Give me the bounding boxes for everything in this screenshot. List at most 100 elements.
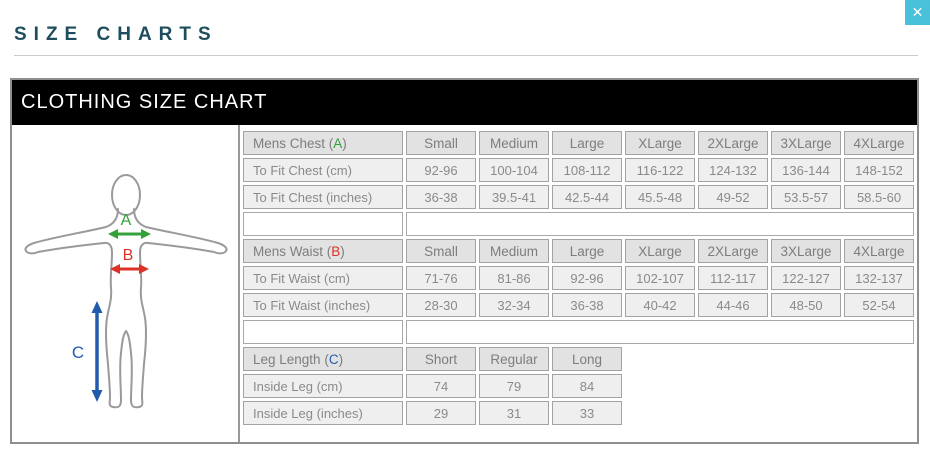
column-header-cell: Long <box>552 347 622 371</box>
section-title-cell: Mens Waist (B) <box>243 239 403 263</box>
row-label-cell: Inside Leg (inches) <box>243 401 403 425</box>
table-row-leg-inches: Inside Leg (inches) 29 31 33 <box>243 401 914 425</box>
column-header-cell: Medium <box>479 239 549 263</box>
section-letter-c: C <box>328 351 339 367</box>
value-cell: 32-34 <box>479 293 549 317</box>
value-cell: 40-42 <box>625 293 695 317</box>
value-cell: 49-52 <box>698 185 768 209</box>
value-cell: 108-112 <box>552 158 622 182</box>
value-cell: 112-117 <box>698 266 768 290</box>
section-title-cell: Mens Chest (A) <box>243 131 403 155</box>
clothing-size-chart-panel: CLOTHING SIZE CHART A B <box>10 78 919 444</box>
value-cell: 148-152 <box>844 158 914 182</box>
value-cell: 84 <box>552 374 622 398</box>
column-header-cell: 4XLarge <box>844 131 914 155</box>
leg-arrow-head-top <box>91 301 103 313</box>
spacer-cell <box>243 212 403 236</box>
value-cell: 132-137 <box>844 266 914 290</box>
close-icon: ✕ <box>911 4 924 20</box>
value-cell: 44-46 <box>698 293 768 317</box>
section-letter-b: B <box>331 243 341 259</box>
value-cell: 71-76 <box>406 266 476 290</box>
section-title-text: Mens Waist ( <box>253 243 332 259</box>
column-header-cell: 3XLarge <box>771 131 841 155</box>
body-measurement-diagram: A B C <box>12 125 240 442</box>
value-cell: 116-122 <box>625 158 695 182</box>
leg-arrow-head-bottom <box>91 390 103 402</box>
value-cell: 58.5-60 <box>844 185 914 209</box>
value-cell: 124-132 <box>698 158 768 182</box>
value-cell: 31 <box>479 401 549 425</box>
body-diagram-svg: A B C <box>24 174 228 409</box>
row-label-cell: To Fit Waist (cm) <box>243 266 403 290</box>
page-title: SIZE CHARTS <box>14 23 218 45</box>
body-outline <box>24 208 228 409</box>
table-row-chest-inches: To Fit Chest (inches) 36-38 39.5-41 42.5… <box>243 185 914 209</box>
row-label-cell: To Fit Chest (cm) <box>243 158 403 182</box>
section-title-suffix: ) <box>342 135 347 151</box>
value-cell: 48-50 <box>771 293 841 317</box>
table-header-row-waist: Mens Waist (B) Small Medium Large XLarge… <box>243 239 914 263</box>
value-cell: 92-96 <box>552 266 622 290</box>
column-header-cell: 3XLarge <box>771 239 841 263</box>
value-cell: 36-38 <box>552 293 622 317</box>
spacer-cell <box>406 212 914 236</box>
spacer-cell <box>243 320 403 344</box>
column-header-cell: Large <box>552 131 622 155</box>
section-letter-a: A <box>333 135 343 151</box>
table-row-leg-cm: Inside Leg (cm) 74 79 84 <box>243 374 914 398</box>
table-spacer-row <box>243 320 914 344</box>
column-header-cell: Small <box>406 239 476 263</box>
value-cell: 42.5-44 <box>552 185 622 209</box>
section-title-suffix: ) <box>340 243 345 259</box>
chest-arrow-head-left <box>108 229 118 239</box>
column-header-cell: 2XLarge <box>698 239 768 263</box>
value-cell: 39.5-41 <box>479 185 549 209</box>
marker-a-label: A <box>121 212 132 229</box>
table-header-row-leg: Leg Length (C) Short Regular Long <box>243 347 914 371</box>
waist-arrow-b: B <box>110 247 149 274</box>
row-label-cell: To Fit Waist (inches) <box>243 293 403 317</box>
waist-arrow-head-left <box>110 264 120 274</box>
column-header-cell: Large <box>552 239 622 263</box>
column-header-cell: XLarge <box>625 239 695 263</box>
value-cell: 29 <box>406 401 476 425</box>
column-header-cell: Regular <box>479 347 549 371</box>
section-title-text: Mens Chest ( <box>253 135 334 151</box>
waist-arrow-head-right <box>139 264 149 274</box>
leg-arrow-c: C <box>72 301 103 402</box>
value-cell: 102-107 <box>625 266 695 290</box>
value-cell: 36-38 <box>406 185 476 209</box>
row-label-cell: To Fit Chest (inches) <box>243 185 403 209</box>
spacer-cell <box>406 320 914 344</box>
column-header-cell: 4XLarge <box>844 239 914 263</box>
row-label-cell: Inside Leg (cm) <box>243 374 403 398</box>
title-divider <box>14 55 918 56</box>
table-row-waist-cm: To Fit Waist (cm) 71-76 81-86 92-96 102-… <box>243 266 914 290</box>
section-title-text: Leg Length ( <box>253 351 329 367</box>
chart-banner: CLOTHING SIZE CHART <box>12 80 917 125</box>
column-header-cell: Medium <box>479 131 549 155</box>
value-cell: 79 <box>479 374 549 398</box>
marker-c-label: C <box>72 343 84 362</box>
value-cell: 53.5-57 <box>771 185 841 209</box>
close-button[interactable]: ✕ <box>905 0 930 25</box>
value-cell: 136-144 <box>771 158 841 182</box>
table-spacer-row <box>243 212 914 236</box>
size-tables-panel: Mens Chest (A) Small Medium Large XLarge… <box>240 125 917 442</box>
chart-banner-title: CLOTHING SIZE CHART <box>21 91 268 113</box>
column-header-cell: Short <box>406 347 476 371</box>
chest-arrow-a: A <box>108 212 151 239</box>
value-cell: 92-96 <box>406 158 476 182</box>
column-header-cell: Small <box>406 131 476 155</box>
column-header-cell: 2XLarge <box>698 131 768 155</box>
marker-b-label: B <box>123 247 134 264</box>
chest-arrow-head-right <box>141 229 151 239</box>
value-cell: 100-104 <box>479 158 549 182</box>
value-cell: 45.5-48 <box>625 185 695 209</box>
table-row-waist-inches: To Fit Waist (inches) 28-30 32-34 36-38 … <box>243 293 914 317</box>
value-cell: 52-54 <box>844 293 914 317</box>
value-cell: 74 <box>406 374 476 398</box>
section-title-suffix: ) <box>338 351 344 367</box>
table-row-chest-cm: To Fit Chest (cm) 92-96 100-104 108-112 … <box>243 158 914 182</box>
